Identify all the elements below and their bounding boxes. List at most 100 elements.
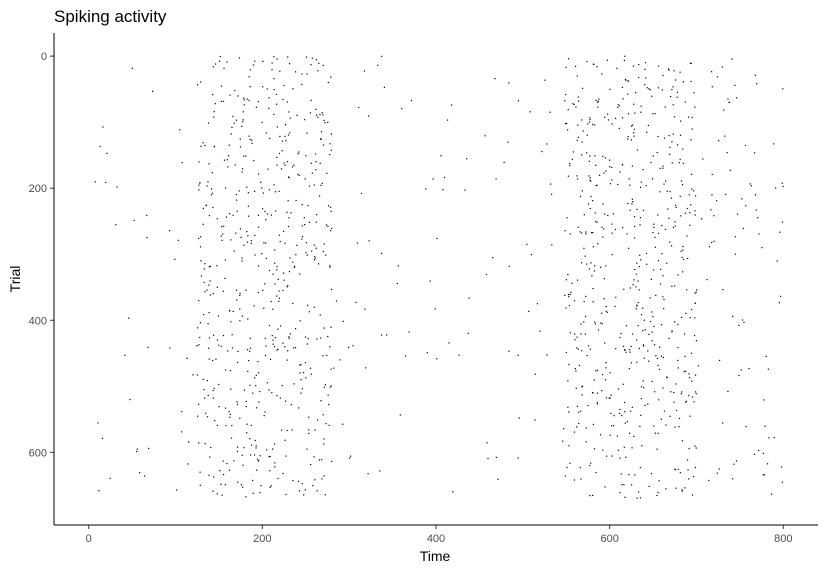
- spike-point: [274, 191, 277, 193]
- spike-point: [212, 66, 214, 68]
- spike-point: [368, 240, 370, 242]
- spike-point: [577, 226, 579, 228]
- spike-point: [207, 394, 209, 397]
- spike-point: [668, 135, 670, 137]
- spike-point: [662, 296, 664, 298]
- spike-point: [645, 77, 647, 79]
- spike-point: [264, 354, 267, 357]
- spike-point: [562, 440, 564, 442]
- spike-point: [654, 236, 656, 238]
- spike-point: [631, 406, 633, 409]
- spike-point: [694, 210, 696, 212]
- spike-point: [327, 81, 329, 84]
- spike-point: [147, 346, 149, 348]
- spike-point: [640, 386, 643, 388]
- spike-point: [300, 379, 302, 381]
- spike-point: [661, 224, 663, 227]
- spike-point: [576, 139, 578, 142]
- spike-point: [611, 123, 613, 125]
- spike-point: [448, 342, 450, 344]
- spike-point: [782, 88, 784, 90]
- spike-point: [631, 198, 633, 200]
- spike-point: [665, 488, 667, 490]
- spike-point: [607, 119, 610, 121]
- spike-point: [619, 336, 621, 339]
- spike-point: [748, 368, 750, 370]
- spike-point: [224, 259, 226, 261]
- spike-point: [574, 333, 576, 335]
- spike-point: [211, 192, 214, 194]
- spike-point: [580, 262, 583, 264]
- spike-point: [595, 471, 597, 474]
- spike-point: [204, 144, 206, 147]
- spike-point: [627, 93, 629, 95]
- spike-point: [307, 337, 309, 340]
- spike-point: [269, 358, 272, 360]
- spike-point: [687, 116, 690, 118]
- spike-point: [220, 345, 222, 348]
- spike-point: [695, 291, 697, 293]
- spike-point: [546, 354, 548, 356]
- spike-point: [681, 440, 683, 442]
- spike-point: [318, 195, 321, 197]
- spike-point: [322, 144, 325, 146]
- spike-point: [780, 466, 783, 468]
- spike-point: [665, 424, 667, 426]
- spike-point: [279, 397, 281, 399]
- spike-point: [227, 166, 229, 168]
- spike-point: [293, 164, 295, 166]
- spike-point: [679, 158, 681, 160]
- spike-point: [604, 379, 607, 381]
- spike-point: [586, 152, 588, 154]
- spike-point: [443, 176, 446, 179]
- spike-point: [326, 172, 328, 174]
- spike-point: [241, 168, 244, 170]
- spike-point: [607, 214, 609, 217]
- spike-point: [330, 210, 332, 213]
- spike-point: [323, 443, 325, 445]
- spike-point: [654, 391, 656, 393]
- spike-point: [682, 162, 684, 165]
- spike-point: [754, 74, 756, 77]
- spike-point: [288, 217, 290, 219]
- spike-point: [614, 117, 617, 120]
- spike-point: [286, 101, 288, 103]
- spike-point: [670, 197, 673, 199]
- spike-point: [249, 69, 251, 71]
- spike-point: [581, 232, 583, 234]
- spike-point: [624, 422, 626, 424]
- spike-point: [276, 164, 278, 166]
- spike-point: [642, 330, 644, 332]
- spike-point: [273, 56, 275, 58]
- spike-point: [264, 283, 266, 285]
- spike-point: [434, 308, 436, 310]
- spike-point: [286, 161, 289, 163]
- spike-point: [694, 334, 696, 337]
- spike-point: [198, 161, 200, 163]
- spike-point: [692, 475, 695, 478]
- spike-point: [262, 208, 264, 210]
- spike-point: [762, 452, 765, 455]
- spike-point: [299, 273, 301, 275]
- spike-point: [643, 387, 645, 389]
- spike-point: [596, 401, 599, 404]
- spike-point: [200, 275, 203, 277]
- spike-point: [691, 494, 694, 496]
- spike-point: [686, 235, 688, 237]
- spike-point: [694, 195, 697, 197]
- spike-point: [288, 111, 290, 113]
- spike-point: [603, 213, 606, 215]
- spike-point: [567, 380, 569, 382]
- spike-point: [565, 66, 567, 69]
- spike-point: [247, 235, 249, 237]
- spike-point: [630, 139, 632, 141]
- spike-point: [606, 113, 609, 115]
- spike-point: [754, 194, 757, 196]
- spike-point: [333, 367, 335, 369]
- spike-point: [301, 238, 303, 240]
- spike-point: [249, 384, 251, 386]
- spike-point: [612, 425, 615, 427]
- spike-point: [658, 346, 661, 348]
- spike-point: [293, 383, 295, 385]
- spike-point: [243, 447, 245, 449]
